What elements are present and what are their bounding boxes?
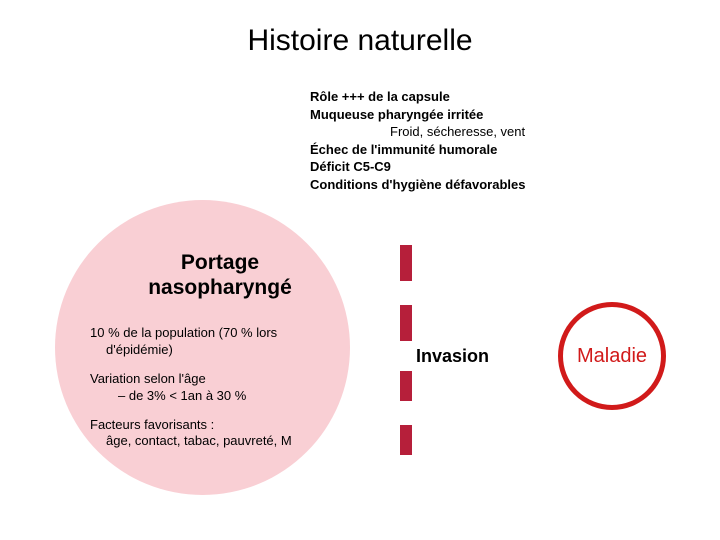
portage-details: 10 % de la population (70 % lors d'épidé…	[90, 325, 340, 450]
factor-line: Muqueuse pharyngée irritée	[310, 106, 525, 124]
portage-heading-l2: nasopharyngé	[110, 275, 330, 300]
portage-var: – de 3% < 1an à 30 %	[90, 388, 340, 405]
invasion-label: Invasion	[398, 342, 503, 371]
factor-line: Échec de l'immunité humorale	[310, 141, 525, 159]
page-title: Histoire naturelle	[0, 24, 720, 58]
portage-stat: d'épidémie)	[90, 342, 340, 359]
factor-line-sub: Froid, sécheresse, vent	[310, 123, 525, 141]
portage-heading-l1: Portage	[110, 250, 330, 275]
dash-segment	[400, 245, 412, 281]
portage-stat: 10 % de la population (70 % lors	[90, 325, 340, 342]
maladie-circle: Maladie	[558, 302, 666, 410]
factor-line: Rôle +++ de la capsule	[310, 88, 525, 106]
dash-segment	[400, 425, 412, 455]
factor-line: Déficit C5-C9	[310, 158, 525, 176]
portage-fac: âge, contact, tabac, pauvreté, M	[90, 433, 340, 450]
portage-heading: Portage nasopharyngé	[110, 250, 330, 300]
factors-list: Rôle +++ de la capsule Muqueuse pharyngé…	[310, 88, 525, 193]
portage-var: Variation selon l'âge	[90, 371, 340, 388]
maladie-label: Maladie	[577, 345, 647, 368]
portage-fac: Facteurs favorisants :	[90, 417, 340, 434]
dash-segment	[400, 305, 412, 341]
factor-line: Conditions d'hygiène défavorables	[310, 176, 525, 194]
